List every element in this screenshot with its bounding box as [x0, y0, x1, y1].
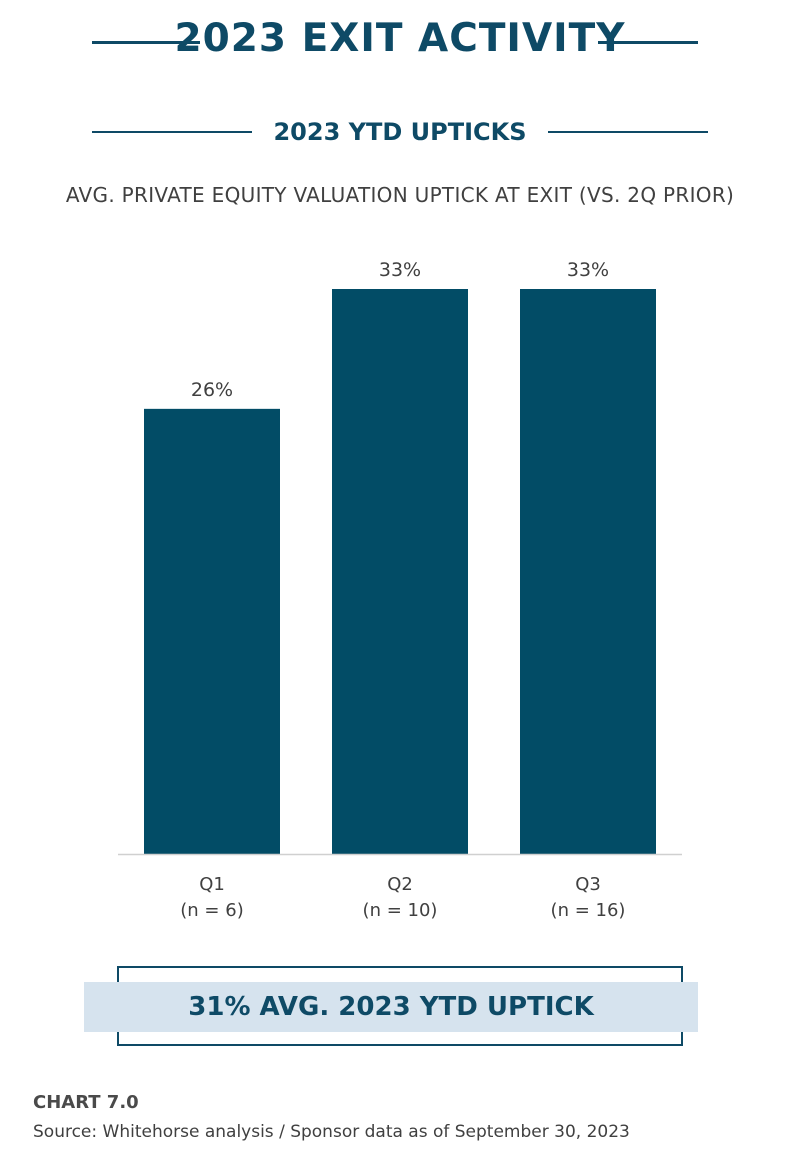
bar-q3	[520, 289, 656, 854]
data-label-q1: 26%	[191, 379, 233, 401]
sample-size-label-q2: (n = 10)	[363, 900, 438, 921]
tick-label-q3: Q3	[575, 874, 601, 895]
chart-title: AVG. PRIVATE EQUITY VALUATION UPTICK AT …	[65, 183, 735, 207]
subtitle-rule-right	[548, 131, 708, 133]
callout-text: 31% AVG. 2023 YTD UPTICK	[188, 992, 594, 1022]
section-subtitle: 2023 YTD UPTICKS	[273, 118, 527, 146]
sample-size-label-q3: (n = 16)	[551, 900, 626, 921]
labels-layer: 26% Q1 (n = 6) 33% Q2 (n = 10) 33% Q3 (n = 16)	[180, 259, 625, 921]
sample-size-label-q1: (n = 6)	[180, 900, 243, 921]
main-title-row: 2023 EXIT ACTIVITY	[0, 14, 800, 74]
callout-band	[84, 982, 698, 1032]
subtitle-rule-left	[92, 131, 252, 133]
source-note: Source: Whitehorse analysis / Sponsor da…	[33, 1122, 630, 1142]
subtitle-row: 2023 YTD UPTICKS	[0, 112, 800, 152]
bar-q2	[332, 289, 468, 854]
page-title: 2023 EXIT ACTIVITY	[174, 16, 626, 61]
title-rule-right	[598, 41, 698, 44]
bar-q1	[144, 408, 280, 854]
bar-chart: 26% Q1 (n = 6) 33% Q2 (n = 10) 33% Q3 (n = 16)	[118, 259, 682, 921]
data-label-q2: 33%	[379, 259, 421, 281]
tick-label-q1: Q1	[199, 874, 225, 895]
chart-number-label: CHART 7.0	[33, 1092, 139, 1113]
data-label-q3: 33%	[567, 259, 609, 281]
bars-layer	[144, 289, 656, 854]
tick-label-q2: Q2	[387, 874, 413, 895]
title-rule-left	[92, 41, 200, 44]
